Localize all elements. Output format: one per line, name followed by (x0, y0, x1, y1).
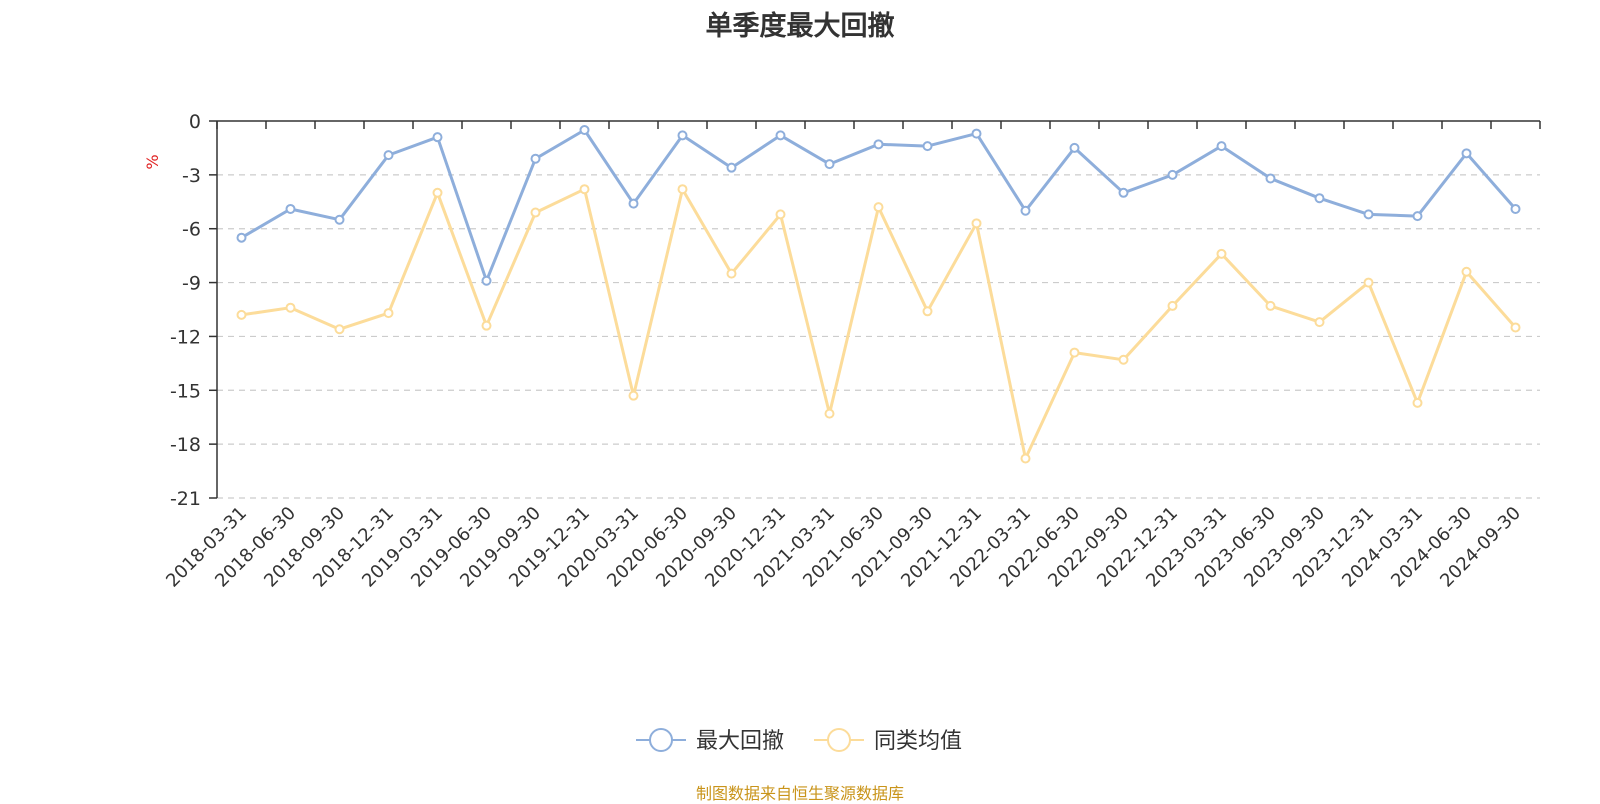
data-point (530, 207, 541, 218)
data-point (1118, 187, 1129, 198)
data-point (1461, 148, 1472, 159)
data-point (1461, 266, 1472, 277)
series-line-2 (241, 187, 1517, 460)
data-point (1069, 347, 1080, 358)
data-point (236, 232, 247, 243)
data-point (432, 187, 443, 198)
line-chart: 0-3-6-9-12-15-18-212018-03-312018-06-302… (143, 111, 1541, 754)
data-point (922, 306, 933, 317)
data-point (824, 159, 835, 170)
data-point (775, 130, 786, 141)
data-point (481, 320, 492, 331)
y-tick-label: -9 (182, 273, 201, 295)
data-point (677, 130, 688, 141)
legend-label: 同类均值 (874, 729, 962, 754)
source-note: 制图数据来自恒生聚源数据库 (695, 784, 904, 803)
data-point (1118, 354, 1129, 365)
data-point (1020, 205, 1031, 216)
data-point (334, 214, 345, 225)
data-point (383, 150, 394, 161)
data-point (1510, 203, 1521, 214)
data-point (1167, 169, 1178, 180)
data-point (285, 302, 296, 313)
data-point (1265, 173, 1276, 184)
data-point (334, 324, 345, 335)
series (236, 124, 1521, 464)
data-point (1412, 397, 1423, 408)
y-tick-label: -3 (182, 165, 201, 187)
y-tick-label: 0 (189, 111, 201, 133)
data-point (1363, 209, 1374, 220)
data-point (1510, 322, 1521, 333)
data-point (481, 275, 492, 286)
data-point (236, 309, 247, 320)
legend-marker-icon (649, 728, 673, 752)
data-point (579, 124, 590, 135)
data-point (726, 162, 737, 173)
data-point (922, 141, 933, 152)
data-point (1167, 300, 1178, 311)
data-point (579, 184, 590, 195)
y-tick-label: -6 (182, 219, 201, 241)
data-point (873, 202, 884, 213)
y-tick-label: -21 (170, 488, 201, 510)
data-point (726, 268, 737, 279)
y-axis-unit-label: % (143, 154, 162, 169)
y-tick-label: -12 (170, 326, 201, 348)
chart-title: 单季度最大回撤 (705, 11, 895, 42)
data-point (775, 209, 786, 220)
data-point (285, 203, 296, 214)
data-point (1412, 211, 1423, 222)
gridlines (217, 174, 1540, 499)
legend-label: 最大回撤 (696, 729, 784, 754)
data-point (1314, 317, 1325, 328)
data-point (383, 308, 394, 319)
data-point (628, 198, 639, 209)
data-point (971, 218, 982, 229)
legend-marker-icon (827, 728, 851, 752)
data-point (1363, 277, 1374, 288)
y-tick-label: -15 (170, 380, 201, 402)
data-point (1216, 141, 1227, 152)
data-point (628, 390, 639, 401)
data-point (971, 128, 982, 139)
data-point (873, 139, 884, 150)
data-point (1020, 453, 1031, 464)
data-point (530, 153, 541, 164)
data-point (824, 408, 835, 419)
legend[interactable]: 最大回撤 同类均值 (636, 728, 962, 754)
data-point (1265, 300, 1276, 311)
data-point (1216, 248, 1227, 259)
data-point (432, 132, 443, 143)
data-point (1314, 193, 1325, 204)
data-point (677, 184, 688, 195)
y-tick-label: -18 (170, 434, 201, 456)
data-point (1069, 142, 1080, 153)
